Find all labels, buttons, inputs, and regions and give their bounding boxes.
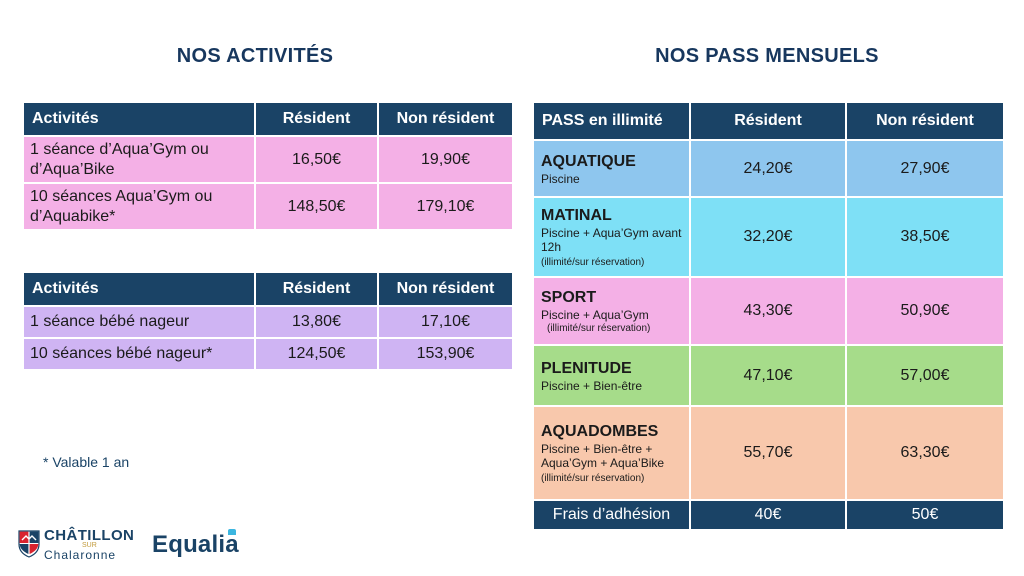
price-resident: 148,50€ <box>254 182 379 231</box>
aqua-activities-table: Activités Résident Non résident 1 séance… <box>22 101 514 231</box>
pass-name: SPORT <box>541 288 597 306</box>
pass-row-plenitude: PLENITUDE Piscine + Bien-être 47,10€ 57,… <box>532 344 1005 407</box>
header-pass: PASS en illimité <box>532 101 691 141</box>
header-non-resident: Non résident <box>377 101 514 137</box>
chatillon-logo: CHÂTILLON SUR Chalaronne <box>18 528 140 564</box>
price-resident: 24,20€ <box>689 139 847 198</box>
frais-adhesion-row: Frais d’adhésion 40€ 50€ <box>532 499 1005 531</box>
pass-note: (illimité/sur réservation) <box>541 256 645 268</box>
footnote: * Valable 1 an <box>43 454 130 470</box>
pass-mensuels-table: PASS en illimité Résident Non résident A… <box>532 101 1005 531</box>
pass-row-aquatique: AQUATIQUE Piscine 24,20€ 27,90€ <box>532 139 1005 198</box>
price-resident: 32,20€ <box>689 196 847 278</box>
price-resident: 13,80€ <box>254 305 379 339</box>
header-resident: Résident <box>254 271 379 307</box>
header-non-resident: Non résident <box>845 101 1005 141</box>
pass-row-sport: SPORT Piscine + Aqua’Gym (illimité/sur r… <box>532 276 1005 346</box>
pass-desc: Piscine + Bien-être <box>541 378 643 393</box>
price-resident: 40€ <box>689 499 847 531</box>
activity-name: 10 séances Aqua’Gym ou d’Aquabike* <box>22 182 256 231</box>
equalia-accent-icon <box>228 529 236 535</box>
price-non-resident: 179,10€ <box>377 182 514 231</box>
pass-name: PLENITUDE <box>541 359 632 377</box>
price-resident: 43,30€ <box>689 276 847 346</box>
table-header-row: PASS en illimité Résident Non résident <box>532 101 1005 141</box>
table-row: 10 séances bébé nageur* 124,50€ 153,90€ <box>22 337 514 371</box>
pass-label: MATINAL Piscine + Aqua’Gym avant 12h (il… <box>532 196 691 278</box>
activity-name: 1 séance bébé nageur <box>22 305 256 339</box>
pass-desc-text: Piscine + Bien-être + Aqua’Gym + Aqua’Bi… <box>541 441 665 470</box>
pass-row-matinal: MATINAL Piscine + Aqua’Gym avant 12h (il… <box>532 196 1005 278</box>
price-non-resident: 50,90€ <box>845 276 1005 346</box>
activity-name: 10 séances bébé nageur* <box>22 337 256 371</box>
chatillon-sur: SUR <box>82 542 97 549</box>
price-non-resident: 27,90€ <box>845 139 1005 198</box>
header-resident: Résident <box>689 101 847 141</box>
pass-note: (illimité/sur réservation) <box>547 322 651 334</box>
table-row: 10 séances Aqua’Gym ou d’Aquabike* 148,5… <box>22 182 514 231</box>
activity-name: 1 séance d’Aqua’Gym ou d’Aqua’Bike <box>22 135 256 184</box>
equalia-logo: Equalia <box>152 529 252 561</box>
price-non-resident: 19,90€ <box>377 135 514 184</box>
pass-desc: Piscine + Bien-être + Aqua’Gym + Aqua’Bi… <box>541 442 689 485</box>
pass-desc: Piscine + Aqua’Gym avant 12h <box>541 225 682 254</box>
chatillon-name: CHÂTILLON <box>44 527 135 544</box>
chatillon-sub: Chalaronne <box>44 548 117 562</box>
pass-label: AQUADOMBES Piscine + Bien-être + Aqua’Gy… <box>532 405 691 501</box>
pass-title: NOS PASS MENSUELS <box>655 45 879 67</box>
pass-name: AQUADOMBES <box>541 422 659 440</box>
pass-desc: Piscine + Aqua’Gym <box>541 307 649 322</box>
pass-label: PLENITUDE Piscine + Bien-être <box>532 344 691 407</box>
header-activites: Activités <box>22 271 256 307</box>
table-row: 1 séance d’Aqua’Gym ou d’Aqua’Bike 16,50… <box>22 135 514 184</box>
header-resident: Résident <box>254 101 379 137</box>
table-row: 1 séance bébé nageur 13,80€ 17,10€ <box>22 305 514 339</box>
pass-name: MATINAL <box>541 206 612 224</box>
pass-row-aquadombes: AQUADOMBES Piscine + Bien-être + Aqua’Gy… <box>532 405 1005 501</box>
frais-label: Frais d’adhésion <box>532 499 691 531</box>
pass-desc: Piscine <box>541 171 580 186</box>
price-non-resident: 50€ <box>845 499 1005 531</box>
price-non-resident: 63,30€ <box>845 405 1005 501</box>
table-header-row: Activités Résident Non résident <box>22 101 514 137</box>
header-non-resident: Non résident <box>377 271 514 307</box>
pass-note: (illimité/sur réservation) <box>541 472 645 484</box>
price-non-resident: 153,90€ <box>377 337 514 371</box>
price-resident: 124,50€ <box>254 337 379 371</box>
price-non-resident: 57,00€ <box>845 344 1005 407</box>
price-non-resident: 38,50€ <box>845 196 1005 278</box>
price-non-resident: 17,10€ <box>377 305 514 339</box>
pass-label: AQUATIQUE Piscine <box>532 139 691 198</box>
crest-icon <box>18 530 40 558</box>
table-header-row: Activités Résident Non résident <box>22 271 514 307</box>
price-resident: 16,50€ <box>254 135 379 184</box>
pass-label: SPORT Piscine + Aqua’Gym (illimité/sur r… <box>532 276 691 346</box>
activites-title: NOS ACTIVITÉS <box>176 45 334 67</box>
bebe-nageur-table: Activités Résident Non résident 1 séance… <box>22 271 514 371</box>
price-resident: 55,70€ <box>689 405 847 501</box>
equalia-text: Equalia <box>152 531 239 558</box>
price-resident: 47,10€ <box>689 344 847 407</box>
header-activites: Activités <box>22 101 256 137</box>
pass-name: AQUATIQUE <box>541 152 636 170</box>
